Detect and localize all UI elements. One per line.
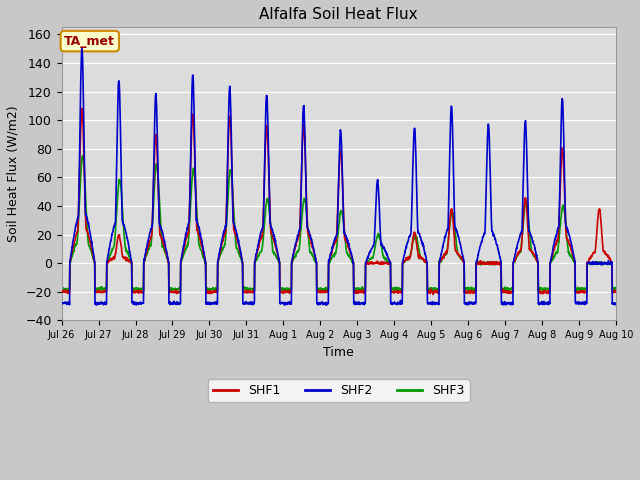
Line: SHF3: SHF3 (61, 156, 616, 290)
SHF2 (367, 247, 375, 252)
SHF1 (429, 291, 437, 297)
SHF3 (500, 287, 508, 292)
SHF1 (212, 288, 220, 294)
SHF1 (579, 288, 587, 294)
Line: SHF1: SHF1 (61, 108, 616, 294)
SHF3 (79, 153, 86, 158)
SHF3 (563, 240, 571, 246)
SHF3 (367, 256, 375, 262)
SHF1 (78, 106, 86, 111)
SHF3 (579, 286, 587, 291)
Legend: SHF1, SHF2, SHF3: SHF1, SHF2, SHF3 (207, 379, 470, 402)
SHF2 (78, 46, 86, 51)
SHF3 (212, 285, 220, 291)
SHF2 (355, 299, 363, 305)
SHF2 (212, 301, 220, 307)
Title: Alfalfa Soil Heat Flux: Alfalfa Soil Heat Flux (259, 7, 418, 22)
SHF1 (612, 288, 620, 293)
SHF2 (579, 300, 587, 306)
SHF1 (563, 237, 571, 243)
SHF2 (500, 302, 508, 308)
SHF3 (355, 286, 363, 291)
SHF1 (58, 289, 65, 295)
SHF3 (58, 286, 65, 291)
Line: SHF2: SHF2 (61, 48, 616, 305)
SHF2 (563, 225, 571, 231)
SHF1 (355, 288, 363, 294)
X-axis label: Time: Time (323, 346, 354, 359)
Text: TA_met: TA_met (65, 35, 115, 48)
SHF3 (612, 287, 620, 292)
SHF2 (612, 301, 620, 307)
SHF3 (319, 288, 327, 293)
SHF1 (500, 289, 508, 295)
SHF1 (367, 260, 375, 265)
SHF2 (281, 302, 289, 308)
SHF2 (58, 300, 65, 306)
Y-axis label: Soil Heat Flux (W/m2): Soil Heat Flux (W/m2) (7, 106, 20, 242)
